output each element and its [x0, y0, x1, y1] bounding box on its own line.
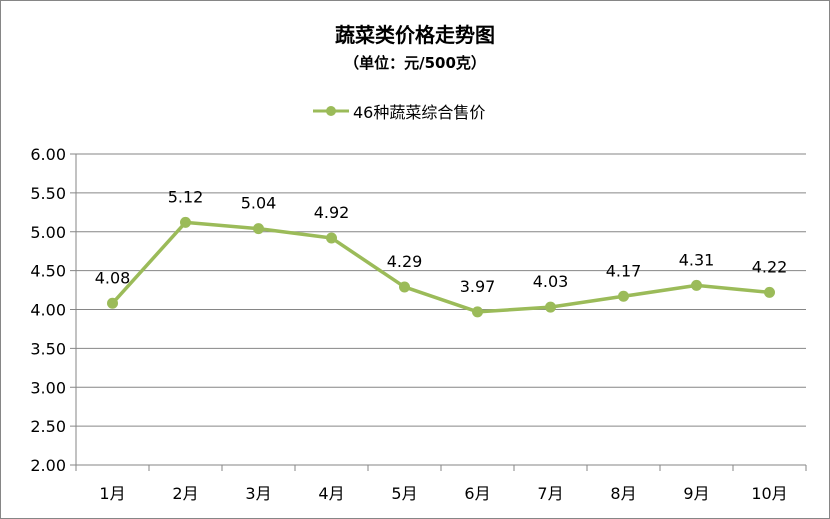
x-tick-label: 10月 [751, 484, 787, 503]
x-tick-label: 5月 [391, 484, 417, 503]
data-point [691, 279, 702, 291]
y-tick-label: 2.00 [30, 456, 66, 475]
y-tick-label: 3.00 [30, 378, 66, 397]
data-label: 4.03 [533, 272, 569, 291]
x-tick-label: 4月 [318, 484, 344, 503]
data-label: 4.08 [95, 268, 131, 287]
x-tick-label: 8月 [610, 484, 636, 503]
data-label: 5.04 [241, 194, 277, 213]
x-tick-label: 6月 [464, 484, 490, 503]
data-point [618, 290, 629, 302]
data-point [180, 216, 191, 228]
x-tick-label: 7月 [537, 484, 563, 503]
data-label: 4.17 [606, 261, 642, 280]
y-tick-label: 4.00 [30, 301, 66, 320]
data-point [253, 223, 264, 235]
data-label: 5.12 [168, 187, 204, 206]
data-point [326, 232, 337, 244]
y-tick-label: 3.50 [30, 339, 66, 358]
y-tick-label: 4.50 [30, 262, 66, 281]
data-point [107, 297, 118, 309]
data-point [399, 281, 410, 293]
x-tick-label: 9月 [683, 484, 709, 503]
data-label: 4.31 [679, 250, 715, 269]
legend-swatch [313, 106, 349, 116]
data-label: 3.97 [460, 277, 496, 296]
legend-label: 46种蔬菜综合售价 [353, 103, 486, 122]
x-tick-label: 1月 [99, 484, 125, 503]
y-tick-label: 6.00 [30, 145, 66, 164]
data-label: 4.29 [387, 252, 423, 271]
data-point [764, 286, 775, 298]
y-tick-label: 5.00 [30, 223, 66, 242]
legend: 46种蔬菜综合售价 [311, 99, 485, 123]
data-label: 4.92 [314, 203, 350, 222]
y-tick-label: 2.50 [30, 417, 66, 436]
series-line [111, 220, 770, 314]
chart-title: 蔬菜类价格走势图 [335, 23, 495, 47]
data-point [472, 306, 483, 318]
data-point [545, 301, 556, 313]
x-tick-label: 2月 [172, 484, 198, 503]
y-tick-label: 5.50 [30, 184, 66, 203]
data-label: 4.22 [752, 257, 788, 276]
chart-subtitle: （单位：元/500克） [344, 54, 486, 72]
x-tick-label: 3月 [245, 484, 271, 503]
